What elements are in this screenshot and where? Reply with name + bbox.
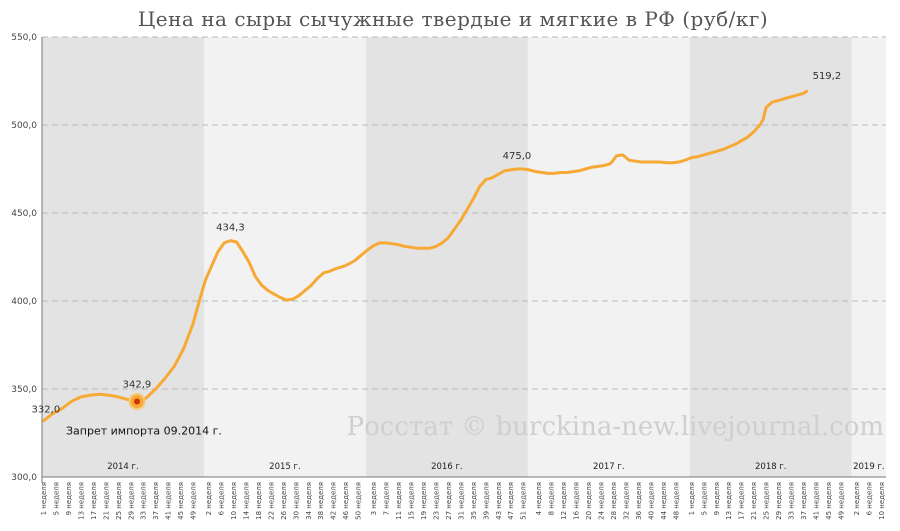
x-tick-label: 34 неделя (305, 482, 313, 520)
x-tick-label: 47 неделя (507, 482, 515, 520)
x-tick-label: 26 неделя (280, 482, 288, 520)
x-tick-label: 35 неделя (470, 482, 478, 520)
x-tick-label: 2 неделя (853, 482, 861, 515)
year-band (527, 37, 690, 477)
year-label: 2019 г. (853, 462, 885, 472)
x-tick-label: 17 неделя (738, 482, 746, 520)
year-label: 2014 г. (107, 462, 139, 472)
x-tick-label: 3 неделя (370, 482, 378, 515)
chart-title: Цена на сыры сычужные твердые и мягкие в… (138, 7, 768, 31)
x-tick-label: 1 неделя (688, 482, 696, 515)
x-tick-label: 19 неделя (420, 482, 428, 520)
year-label: 2016 г. (431, 462, 463, 472)
x-tick-label: 21 неделя (750, 482, 758, 520)
x-tick-label: 32 неделя (622, 482, 630, 520)
year-label: 2015 г. (269, 462, 301, 472)
y-tick-label: 450,0 (11, 209, 37, 219)
x-tick-label: 23 неделя (432, 482, 440, 520)
x-tick-label: 38 неделя (317, 482, 325, 520)
x-tick-label: 10 неделя (230, 482, 238, 520)
x-tick-label: 24 неделя (598, 482, 606, 520)
x-tick-label: 5 неделя (700, 482, 708, 515)
year-band (365, 37, 528, 477)
x-tick-label: 5 неделя (53, 482, 61, 515)
x-tick-label: 2 неделя (205, 482, 213, 515)
x-tick-label: 21 неделя (102, 482, 110, 520)
import-ban-marker-dot (133, 398, 140, 405)
x-tick-label: 33 неделя (140, 482, 148, 520)
x-tick-label: 1 неделя (40, 482, 48, 515)
year-label: 2018 г. (755, 462, 787, 472)
x-tick-label: 30 неделя (292, 482, 300, 520)
x-tick-label: 16 неделя (573, 482, 581, 520)
x-tick-label: 22 неделя (267, 482, 275, 520)
x-tick-label: 37 неделя (152, 482, 160, 520)
x-tick-label: 48 неделя (672, 482, 680, 520)
watermark-text: Росстат © burckina-new.livejournal.com (347, 412, 884, 442)
data-label: 332,0 (32, 405, 61, 416)
x-tick-label: 39 неделя (482, 482, 490, 520)
data-label: 434,3 (216, 223, 245, 234)
x-tick-label: 28 неделя (610, 482, 618, 520)
x-tick-label: 36 неделя (635, 482, 643, 520)
x-tick-label: 33 неделя (788, 482, 796, 520)
x-tick-label: 4 неделя (535, 482, 543, 515)
data-label: 475,0 (503, 151, 532, 162)
data-label: 342,9 (123, 379, 152, 390)
y-tick-label: 400,0 (11, 297, 37, 307)
x-tick-label: 43 неделя (495, 482, 503, 520)
x-tick-label: 25 неделя (115, 482, 123, 520)
y-tick-label: 350,0 (11, 385, 37, 395)
x-tick-label: 46 неделя (342, 482, 350, 520)
x-tick-label: 45 неделя (177, 482, 185, 520)
x-tick-label: 31 неделя (457, 482, 465, 520)
x-tick-label: 11 неделя (395, 482, 403, 520)
x-tick-label: 14 неделя (242, 482, 250, 520)
x-tick-label: 13 неделя (77, 482, 85, 520)
x-tick-label: 42 неделя (330, 482, 338, 520)
x-tick-label: 25 неделя (763, 482, 771, 520)
x-tick-label: 51 неделя (520, 482, 528, 520)
y-tick-label: 550,0 (11, 33, 37, 43)
x-tick-label: 20 неделя (585, 482, 593, 520)
x-tick-label: 15 неделя (408, 482, 416, 520)
x-tick-label: 49 неделя (837, 482, 845, 520)
x-tick-label: 9 неделя (65, 482, 73, 515)
x-tick-label: 8 неделя (548, 482, 556, 515)
year-band (203, 37, 366, 477)
year-label: 2017 г. (593, 462, 625, 472)
x-tick-label: 9 неделя (713, 482, 721, 515)
x-tick-label: 40 неделя (647, 482, 655, 520)
year-band (689, 37, 852, 477)
x-tick-label: 29 неделя (775, 482, 783, 520)
x-tick-label: 10 неделя (878, 482, 886, 520)
x-tick-label: 37 неделя (800, 482, 808, 520)
y-tick-label: 300,0 (11, 473, 37, 483)
year-band (42, 37, 204, 477)
x-tick-label: 6 неделя (218, 482, 226, 515)
price-series-line (42, 89, 809, 423)
y-tick-label: 500,0 (11, 121, 37, 131)
x-tick-label: 7 неделя (383, 482, 391, 515)
x-tick-label: 17 неделя (90, 482, 98, 520)
x-tick-label: 45 неделя (825, 482, 833, 520)
x-tick-label: 13 неделя (725, 482, 733, 520)
x-tick-label: 44 неделя (660, 482, 668, 520)
x-tick-label: 50 неделя (355, 482, 363, 520)
x-tick-label: 29 неделя (127, 482, 135, 520)
x-tick-label: 12 неделя (560, 482, 568, 520)
import-ban-annotation: Запрет импорта 09.2014 г. (66, 424, 222, 437)
x-tick-label: 49 неделя (190, 482, 198, 520)
x-tick-label: 41 неделя (165, 482, 173, 520)
x-tick-label: 18 неделя (255, 482, 263, 520)
x-tick-label: 27 неделя (445, 482, 453, 520)
x-tick-label: 6 неделя (865, 482, 873, 515)
year-band (851, 37, 886, 477)
data-label: 519,2 (813, 71, 842, 82)
x-tick-label: 41 неделя (812, 482, 820, 520)
